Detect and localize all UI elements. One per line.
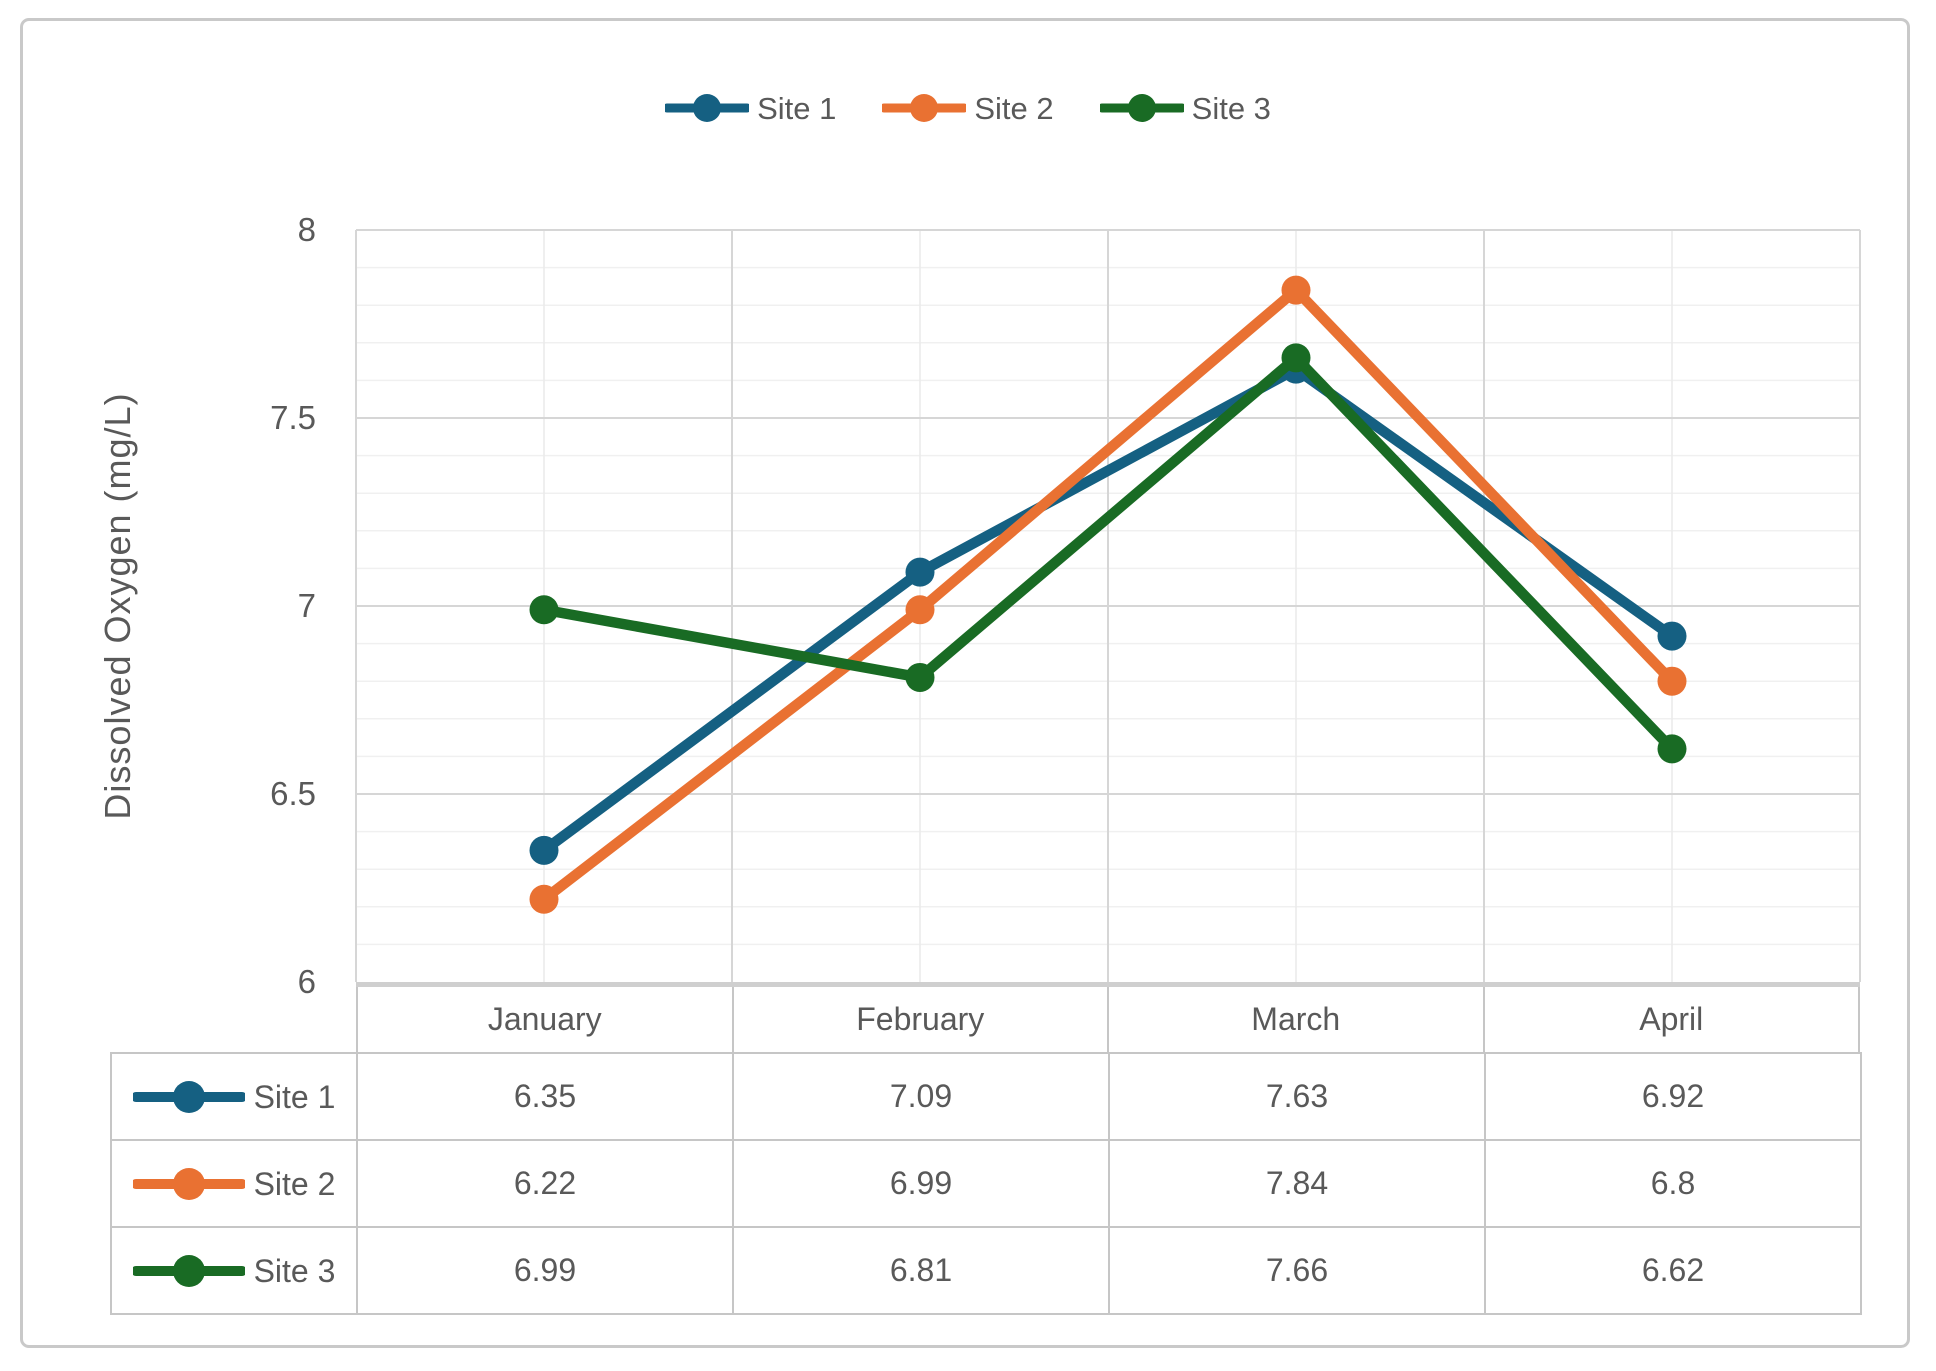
data-point-site-3-march[interactable] bbox=[1281, 343, 1311, 373]
data-point-site-1-january[interactable] bbox=[529, 835, 559, 865]
series-line-site-1[interactable] bbox=[538, 363, 1678, 856]
y-tick-label-7: 7 bbox=[297, 587, 316, 624]
series-name: Site 2 bbox=[253, 1165, 336, 1202]
y-tick-label-6.5: 6.5 bbox=[270, 775, 316, 812]
legend-key-icon bbox=[665, 94, 750, 122]
table-value-cell: 7.09 bbox=[732, 1052, 1110, 1141]
legend-item-site-1[interactable]: Site 1 bbox=[665, 91, 836, 125]
category-label-february: February bbox=[731, 987, 1108, 1052]
data-point-site-3-january[interactable] bbox=[529, 595, 559, 625]
legend-item-site-3[interactable]: Site 3 bbox=[1099, 90, 1271, 126]
series-key-icon bbox=[132, 1254, 245, 1287]
data-point-site-3-april[interactable] bbox=[1657, 734, 1687, 764]
table-row-site-1: Site 1 6.35 7.09 7.63 6.92 bbox=[110, 1052, 1862, 1141]
table-row-site-3: Site 3 6.99 6.81 7.66 6.62 bbox=[110, 1226, 1862, 1315]
data-point-site-2-february[interactable] bbox=[905, 595, 935, 625]
y-tick-label-6: 6 bbox=[297, 963, 316, 1000]
table-row-site-2: Site 2 6.22 6.99 7.84 6.8 bbox=[110, 1139, 1862, 1228]
legend-item-site-2[interactable]: Site 2 bbox=[882, 90, 1054, 126]
series-name: Site 3 bbox=[253, 1252, 336, 1289]
series-key-cell: Site 3 bbox=[110, 1226, 358, 1315]
y-tick-label-7.5: 7.5 bbox=[270, 399, 316, 436]
series-key-cell: Site 1 bbox=[110, 1052, 358, 1141]
table-value-cell: 6.8 bbox=[1484, 1139, 1862, 1228]
legend-label: Site 1 bbox=[757, 90, 837, 126]
data-point-site-2-march[interactable] bbox=[1281, 275, 1311, 305]
table-value-cell: 7.84 bbox=[1108, 1139, 1486, 1228]
data-table: Site 1 6.35 7.09 7.63 6.92 Site 2 6.22 6.99 7.84… bbox=[110, 1052, 1862, 1315]
category-label-march: March bbox=[1107, 987, 1483, 1052]
table-value-cell: 6.35 bbox=[356, 1052, 734, 1141]
legend-key-icon bbox=[1099, 94, 1184, 122]
series-line-site-2[interactable] bbox=[538, 284, 1678, 905]
data-point-site-2-april[interactable] bbox=[1657, 666, 1687, 696]
series-name: Site 1 bbox=[253, 1078, 336, 1115]
table-value-cell: 7.66 bbox=[1108, 1226, 1486, 1315]
series-key-cell: Site 2 bbox=[110, 1139, 358, 1228]
category-label-april: April bbox=[1482, 987, 1860, 1052]
legend-label: Site 2 bbox=[974, 90, 1054, 126]
series-key-icon bbox=[132, 1080, 245, 1113]
series-line-site-3[interactable] bbox=[538, 352, 1678, 755]
table-value-cell: 6.99 bbox=[732, 1139, 1110, 1228]
data-point-site-3-february[interactable] bbox=[905, 662, 935, 692]
y-tick-label-8: 8 bbox=[297, 211, 316, 248]
category-label-january: January bbox=[356, 987, 732, 1052]
series-key-icon bbox=[132, 1167, 245, 1200]
table-value-cell: 6.99 bbox=[356, 1226, 734, 1315]
legend-label: Site 3 bbox=[1191, 90, 1271, 126]
data-point-site-2-january[interactable] bbox=[529, 884, 559, 914]
legend-key-icon bbox=[882, 94, 967, 122]
category-axis-labels: January February March April bbox=[356, 987, 1860, 1052]
table-value-cell: 6.92 bbox=[1484, 1052, 1862, 1141]
data-point-site-1-february[interactable] bbox=[905, 557, 935, 587]
table-value-cell: 6.81 bbox=[732, 1226, 1110, 1315]
table-value-cell: 7.63 bbox=[1108, 1052, 1486, 1141]
data-point-site-1-april[interactable] bbox=[1657, 621, 1687, 651]
table-value-cell: 6.22 bbox=[356, 1139, 734, 1228]
chart-legend: Site 1 Site 2 Site 3 bbox=[0, 82, 1936, 134]
table-value-cell: 6.62 bbox=[1484, 1226, 1862, 1315]
